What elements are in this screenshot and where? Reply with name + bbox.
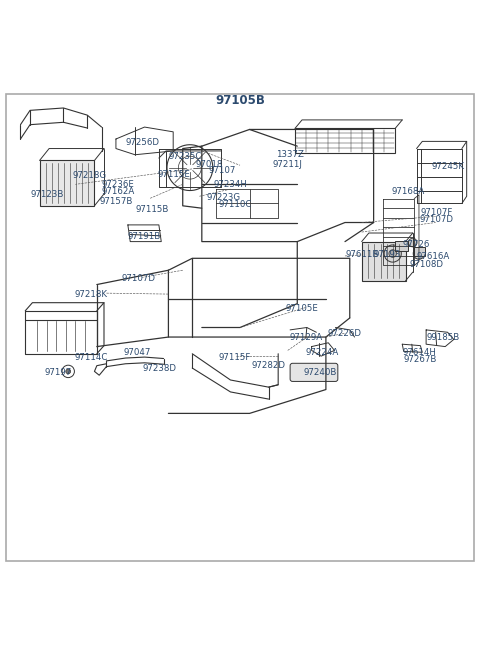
Text: 97218G: 97218G (72, 171, 107, 180)
Text: 97218K: 97218K (74, 290, 108, 299)
Text: 97234H: 97234H (214, 180, 247, 189)
Text: 97226D: 97226D (328, 329, 362, 338)
Circle shape (413, 248, 425, 259)
Text: 97105E: 97105E (286, 304, 318, 313)
Text: 97157B: 97157B (99, 196, 132, 206)
Text: 97018: 97018 (195, 160, 223, 169)
Text: 97162A: 97162A (102, 187, 135, 196)
Bar (395, 240, 408, 251)
Text: 97614H: 97614H (402, 348, 436, 357)
Text: 97107D: 97107D (122, 274, 156, 284)
Text: 97611B: 97611B (345, 250, 378, 259)
Text: 97197: 97197 (44, 368, 72, 377)
Text: 97282D: 97282D (252, 361, 286, 370)
FancyBboxPatch shape (6, 94, 474, 561)
Text: 97238D: 97238D (143, 364, 177, 373)
Text: 97110C: 97110C (218, 200, 252, 210)
Text: 97616A: 97616A (417, 252, 450, 261)
Text: 97223G: 97223G (206, 193, 240, 202)
Text: 97193: 97193 (373, 250, 401, 259)
Circle shape (384, 245, 401, 262)
Bar (362, 242, 406, 281)
Bar (414, 248, 425, 256)
Text: 97115F: 97115F (218, 352, 251, 362)
Text: 1337Z: 1337Z (276, 150, 304, 159)
Text: 97114C: 97114C (74, 352, 108, 362)
Text: 97115B: 97115B (135, 204, 168, 214)
Text: 97235C: 97235C (168, 152, 202, 161)
Text: 97256D: 97256D (125, 138, 159, 147)
Circle shape (417, 251, 421, 256)
Text: 97047: 97047 (124, 348, 151, 357)
Text: 97245K: 97245K (431, 162, 464, 171)
Text: 97191B: 97191B (128, 233, 161, 241)
Text: 97105B: 97105B (215, 94, 265, 107)
Text: 97107: 97107 (209, 166, 236, 174)
Bar (39, 160, 95, 206)
Text: 97115E: 97115E (158, 170, 191, 179)
Circle shape (66, 369, 71, 374)
Text: 97168A: 97168A (391, 187, 425, 195)
Bar (295, 128, 395, 153)
Text: 97129A: 97129A (289, 333, 323, 341)
Text: 97240B: 97240B (303, 368, 337, 377)
Circle shape (408, 238, 417, 247)
Text: 97123B: 97123B (30, 191, 63, 199)
Text: 97267B: 97267B (404, 355, 437, 364)
Text: 97726: 97726 (403, 240, 430, 250)
Text: 97211J: 97211J (273, 160, 303, 169)
Text: 97108D: 97108D (409, 260, 443, 269)
Text: 97107D: 97107D (420, 215, 454, 223)
FancyBboxPatch shape (290, 364, 338, 381)
Circle shape (389, 250, 396, 257)
Text: 97224A: 97224A (305, 348, 339, 357)
Text: 97236E: 97236E (102, 180, 135, 189)
Text: 97107F: 97107F (420, 208, 453, 217)
Text: 99185B: 99185B (426, 333, 459, 341)
